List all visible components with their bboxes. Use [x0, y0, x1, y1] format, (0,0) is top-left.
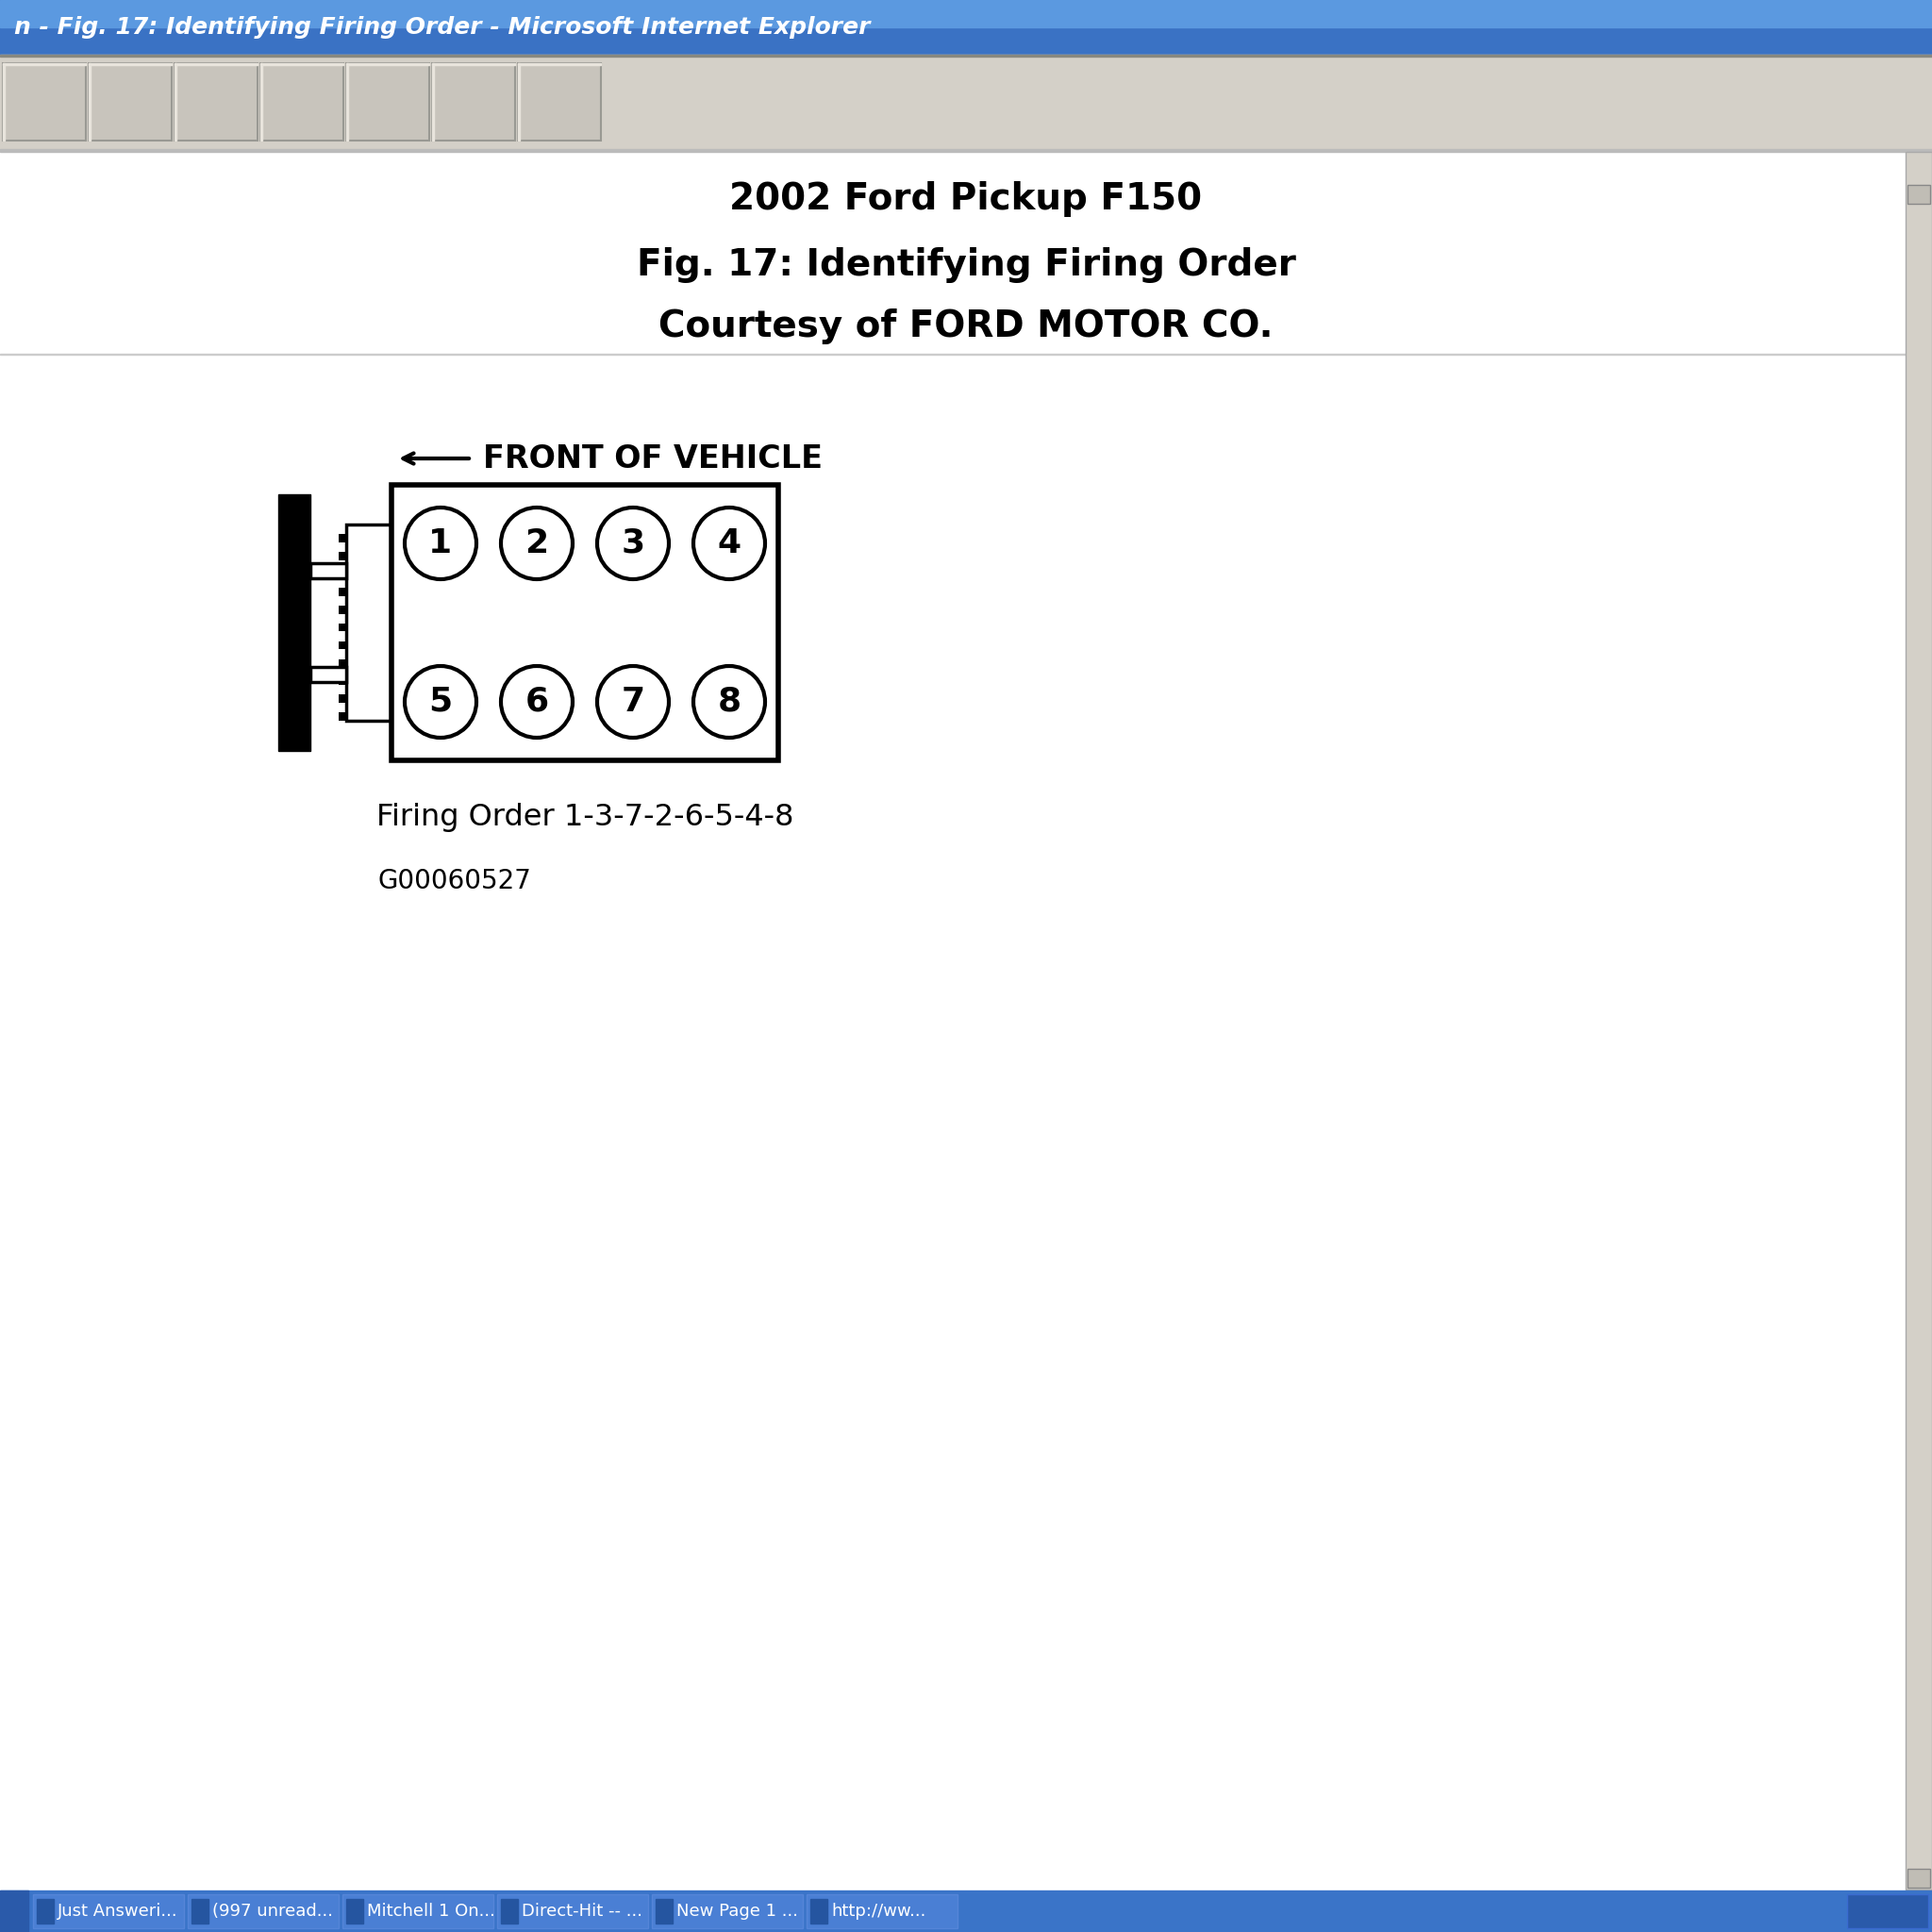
- Bar: [392, 485, 779, 761]
- Text: Fig. 17: Identifying Firing Order: Fig. 17: Identifying Firing Order: [636, 247, 1296, 282]
- Bar: [338, 605, 348, 614]
- Bar: [0, 54, 1932, 149]
- Text: http://ww...: http://ww...: [831, 1903, 925, 1920]
- Bar: [311, 667, 346, 682]
- Bar: [806, 1893, 958, 1928]
- Bar: [0, 0, 1932, 54]
- Bar: [338, 624, 348, 632]
- Bar: [338, 533, 348, 543]
- Bar: [191, 1899, 209, 1924]
- Bar: [37, 1899, 54, 1924]
- Text: 8: 8: [717, 686, 742, 719]
- Bar: [338, 659, 348, 667]
- Bar: [346, 64, 429, 141]
- Bar: [338, 553, 348, 560]
- Bar: [338, 570, 348, 578]
- Bar: [311, 564, 346, 578]
- Circle shape: [500, 508, 572, 580]
- Bar: [651, 1893, 804, 1928]
- Bar: [0, 149, 1932, 153]
- Bar: [0, 1891, 1932, 1932]
- Text: 4: 4: [717, 527, 742, 560]
- Circle shape: [404, 508, 477, 580]
- Bar: [1847, 1893, 1928, 1928]
- Bar: [338, 676, 348, 686]
- Bar: [655, 1899, 672, 1924]
- Bar: [89, 64, 172, 141]
- Bar: [500, 1899, 518, 1924]
- Bar: [0, 0, 1932, 27]
- Circle shape: [597, 508, 668, 580]
- Bar: [497, 1893, 647, 1928]
- Bar: [338, 641, 348, 649]
- Bar: [346, 524, 392, 721]
- Circle shape: [500, 667, 572, 738]
- Bar: [2, 64, 85, 141]
- Bar: [1905, 153, 1932, 1889]
- Text: (997 unread...: (997 unread...: [213, 1903, 332, 1920]
- Text: 3: 3: [622, 527, 645, 560]
- Text: n - Fig. 17: Identifying Firing Order - Microsoft Internet Explorer: n - Fig. 17: Identifying Firing Order - …: [14, 15, 869, 39]
- Bar: [0, 1891, 29, 1932]
- Bar: [278, 495, 311, 752]
- Text: 5: 5: [429, 686, 452, 719]
- Text: Mitchell 1 On...: Mitchell 1 On...: [367, 1903, 495, 1920]
- Bar: [346, 1899, 363, 1924]
- Text: 1: 1: [429, 527, 452, 560]
- Text: Courtesy of FORD MOTOR CO.: Courtesy of FORD MOTOR CO.: [659, 309, 1273, 344]
- Bar: [810, 1899, 827, 1924]
- Text: 7: 7: [622, 686, 645, 719]
- Bar: [1907, 185, 1930, 203]
- Text: G00060527: G00060527: [377, 867, 531, 895]
- Bar: [518, 64, 601, 141]
- Bar: [342, 1893, 493, 1928]
- Text: Firing Order 1-3-7-2-6-5-4-8: Firing Order 1-3-7-2-6-5-4-8: [377, 802, 794, 831]
- Text: New Page 1 ...: New Page 1 ...: [676, 1903, 798, 1920]
- Circle shape: [597, 667, 668, 738]
- Bar: [1907, 1868, 1930, 1888]
- Bar: [338, 587, 348, 595]
- Text: Just Answeri...: Just Answeri...: [58, 1903, 178, 1920]
- Circle shape: [694, 508, 765, 580]
- Text: FRONT OF VEHICLE: FRONT OF VEHICLE: [483, 442, 823, 473]
- Bar: [338, 696, 348, 703]
- Bar: [187, 1893, 338, 1928]
- Circle shape: [404, 667, 477, 738]
- Bar: [174, 64, 257, 141]
- Bar: [338, 713, 348, 721]
- Circle shape: [694, 667, 765, 738]
- Text: 6: 6: [526, 686, 549, 719]
- Text: Direct-Hit -- ...: Direct-Hit -- ...: [522, 1903, 643, 1920]
- Text: 2002 Ford Pickup F150: 2002 Ford Pickup F150: [730, 182, 1202, 216]
- Text: 2: 2: [526, 527, 549, 560]
- Bar: [261, 64, 344, 141]
- Bar: [33, 1893, 184, 1928]
- Bar: [433, 64, 516, 141]
